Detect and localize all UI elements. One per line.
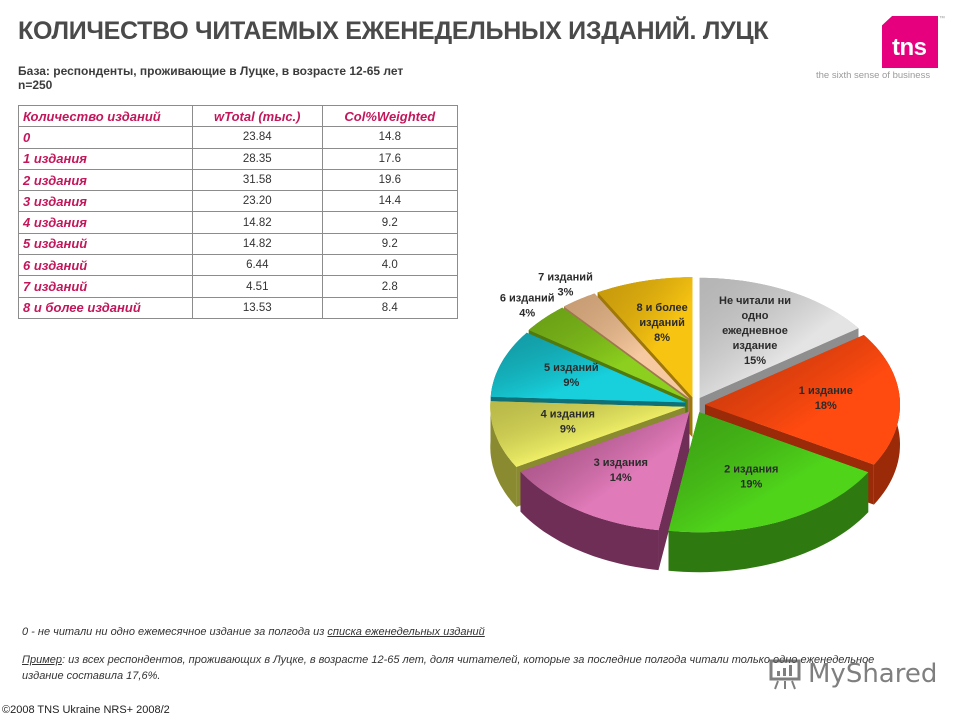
watermark: MyShared [768, 656, 937, 692]
col-header-wtotal: wTotal (тыс.) [192, 104, 323, 128]
row-label: 2 издания [18, 168, 193, 192]
pie-slice-label: 6 изданий 4% [500, 292, 555, 319]
footnote-text: 0 - не читали ни одно ежемесячное издани… [22, 626, 328, 638]
data-table: Количество изданий wTotal (тыс.) Col%Wei… [18, 104, 459, 319]
sample-size: n=250 [18, 78, 53, 92]
row-label: 5 изданий [18, 232, 193, 256]
row-label: 6 изданий [18, 254, 193, 277]
base-description: База: респонденты, проживающие в Луцке, … [18, 64, 403, 92]
pie-slice-shade [528, 307, 688, 400]
pie-slice-label: 3 издания 14% [594, 457, 648, 484]
pie-slice-side [490, 401, 517, 507]
table-header-row: Количество изданий wTotal (тыс.) Col%Wei… [18, 104, 459, 128]
row-wtotal: 23.84 [192, 126, 323, 149]
row-wtotal: 14.82 [192, 211, 323, 234]
pie-slice-label: 7 изданий 3% [538, 272, 593, 299]
col-header-count: Количество изданий [18, 104, 193, 128]
pie-slice-shade [699, 277, 859, 398]
pie-slice-shade [668, 412, 869, 533]
pie-slice-shade [564, 293, 690, 399]
base-line: База: респонденты, проживающие в Луцке, … [18, 64, 404, 78]
pie-slice-shade [490, 401, 686, 467]
row-colpct: 9.2 [321, 232, 459, 256]
pie-slice-side [520, 471, 659, 571]
pie-slice-label: 2 издания 19% [724, 463, 778, 490]
row-colpct: 2.8 [321, 275, 459, 298]
table-row: 1 издания 28.35 17.6 [18, 147, 459, 170]
row-label: 7 изданий [18, 275, 193, 298]
table-row: 7 изданий 4.51 2.8 [18, 275, 459, 298]
row-wtotal: 4.51 [192, 275, 323, 298]
pie-chart-svg: Не читали ни одно ежедневное издание 15% 1 из… [490, 272, 900, 573]
tns-logo: tns ™ the sixth sense of business [812, 16, 952, 86]
row-colpct: 8.4 [321, 296, 459, 319]
copyright: ©2008 TNS Ukraine NRS+ 2008/2 [2, 704, 170, 716]
table-row: 2 издания 31.58 19.6 [18, 168, 459, 192]
watermark-text: MyShared [808, 659, 938, 689]
weekly-list-link[interactable]: списка еженедельных изданий [327, 626, 485, 638]
row-colpct: 14.8 [321, 126, 459, 149]
logo-text: tns [892, 34, 927, 61]
pie-slice-shade [520, 411, 690, 531]
example-note: Пример: из всех респондентов, проживающи… [22, 652, 902, 684]
row-wtotal: 6.44 [192, 254, 323, 277]
row-wtotal: 14.82 [192, 232, 323, 256]
pie-slice-label: Не читали ни одно ежедневное издание 15% [719, 295, 791, 367]
example-text: : из всех респондентов, проживающих в Лу… [22, 654, 875, 682]
row-wtotal: 23.20 [192, 190, 323, 213]
row-label: 3 издания [18, 190, 193, 213]
row-colpct: 9.2 [321, 211, 459, 234]
table-row: 4 издания 14.82 9.2 [18, 211, 459, 234]
presentation-icon [769, 659, 801, 690]
row-label: 1 издания [18, 147, 193, 170]
table-row: 0 23.84 14.8 [18, 126, 459, 149]
pie-slice-label: 4 издания 9% [541, 408, 595, 435]
pie-slice-label: 8 и более изданий 8% [636, 302, 687, 344]
logo-box [882, 16, 938, 68]
row-label: 4 издания [18, 211, 193, 234]
pie-chart: Не читали ни одно ежедневное издание 15% 1 из… [480, 255, 930, 595]
pie-slice-shade [490, 332, 686, 403]
table-row: 8 и более изданий 13.53 8.4 [18, 296, 459, 319]
row-colpct: 14.4 [321, 190, 459, 213]
footnote-zero: 0 - не читали ни одно ежемесячное издани… [22, 626, 485, 638]
pie-slice-label: 1 издание 18% [799, 385, 853, 412]
row-wtotal: 13.53 [192, 296, 323, 319]
table-row: 5 изданий 14.82 9.2 [18, 232, 459, 256]
row-label: 8 и более изданий [18, 296, 193, 319]
pie-slice-label: 5 изданий 9% [544, 362, 599, 389]
page-title: КОЛИЧЕСТВО ЧИТАЕМЫХ ЕЖЕНЕДЕЛЬНЫХ ИЗДАНИЙ… [18, 17, 769, 45]
row-wtotal: 28.35 [192, 147, 323, 170]
logo-trademark: ™ [939, 16, 945, 22]
pie-slice-shade [705, 335, 900, 465]
row-colpct: 4.0 [321, 254, 459, 277]
table-row: 3 издания 23.20 14.4 [18, 190, 459, 213]
row-colpct: 19.6 [321, 168, 459, 192]
table-row: 6 изданий 6.44 4.0 [18, 254, 459, 277]
row-wtotal: 31.58 [192, 168, 323, 192]
pie-slice-side [668, 472, 869, 573]
pie-slice-shade [597, 277, 693, 398]
logo-tagline: the sixth sense of business [816, 70, 931, 81]
row-label: 0 [18, 126, 193, 149]
row-colpct: 17.6 [321, 147, 459, 170]
example-label: Пример [22, 654, 62, 666]
col-header-colpct: Col%Weighted [321, 104, 459, 128]
